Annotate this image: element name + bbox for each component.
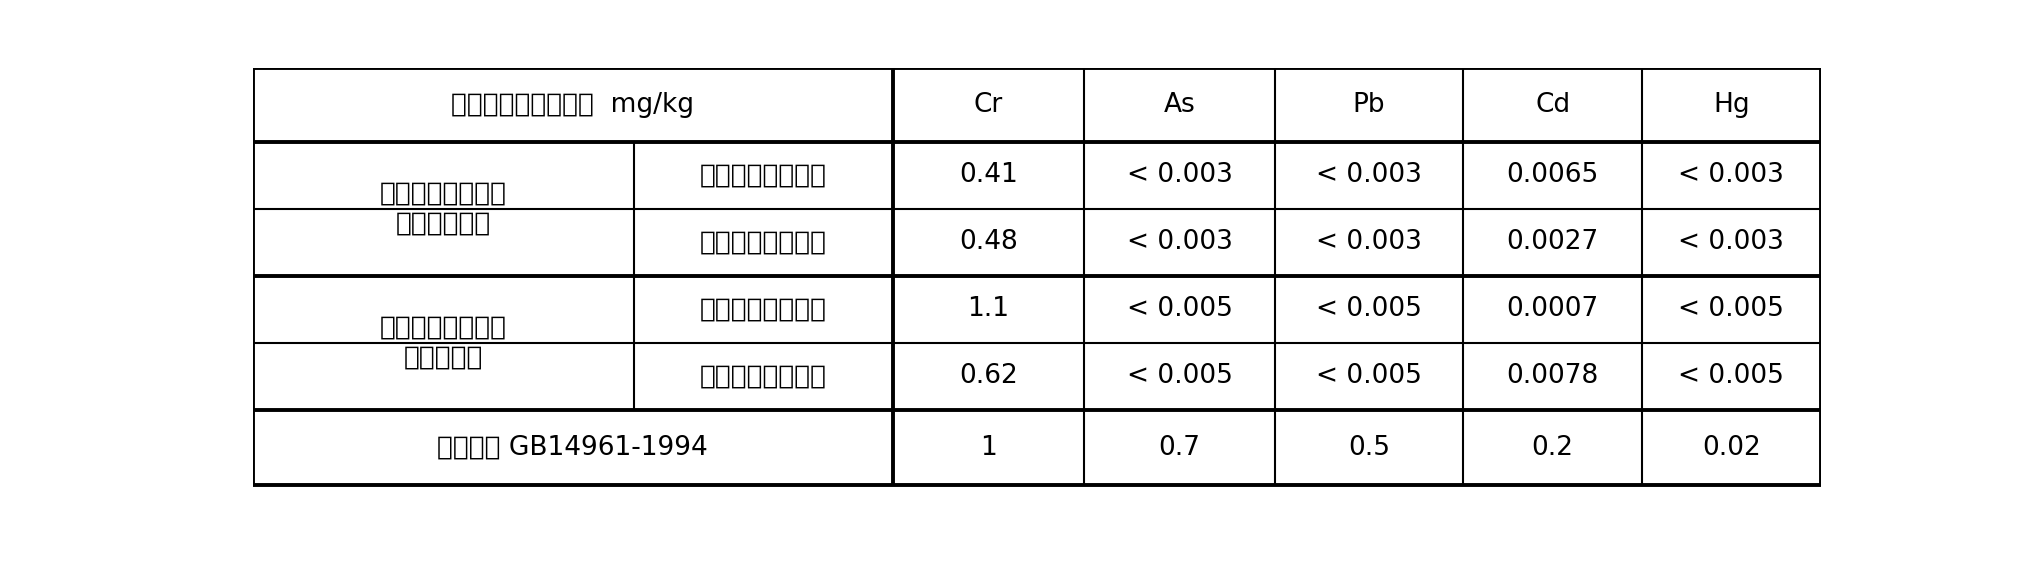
Text: 粒粒中重金属的含量  mg/kg: 粒粒中重金属的含量 mg/kg bbox=[451, 92, 694, 118]
Text: < 0.003: < 0.003 bbox=[1679, 229, 1784, 255]
Text: 0.5: 0.5 bbox=[1347, 434, 1390, 460]
Text: < 0.003: < 0.003 bbox=[1317, 229, 1422, 255]
Text: As: As bbox=[1163, 92, 1196, 118]
Text: Cd: Cd bbox=[1535, 92, 1570, 118]
Text: 1: 1 bbox=[979, 434, 997, 460]
Text: 内蒙试验地２玉米: 内蒙试验地２玉米 bbox=[700, 363, 827, 389]
Text: < 0.005: < 0.005 bbox=[1317, 363, 1422, 389]
Text: 国家标准 GB14961-1994: 国家标准 GB14961-1994 bbox=[437, 434, 708, 460]
Text: < 0.003: < 0.003 bbox=[1317, 162, 1422, 188]
Text: < 0.003: < 0.003 bbox=[1127, 162, 1232, 188]
Text: 施用本发明土壤改
良剂后处理区: 施用本发明土壤改 良剂后处理区 bbox=[380, 181, 508, 237]
Text: 0.0065: 0.0065 bbox=[1507, 162, 1598, 188]
Text: < 0.005: < 0.005 bbox=[1127, 363, 1232, 389]
Text: 内蒙试验地１玉米: 内蒙试验地１玉米 bbox=[700, 296, 827, 322]
Text: < 0.005: < 0.005 bbox=[1127, 296, 1232, 322]
Text: 0.41: 0.41 bbox=[959, 162, 1018, 188]
Text: Hg: Hg bbox=[1713, 92, 1750, 118]
Text: 0.2: 0.2 bbox=[1531, 434, 1574, 460]
Text: 0.7: 0.7 bbox=[1159, 434, 1200, 460]
Text: < 0.003: < 0.003 bbox=[1679, 162, 1784, 188]
Text: < 0.005: < 0.005 bbox=[1679, 296, 1784, 322]
Text: 0.62: 0.62 bbox=[959, 363, 1018, 389]
Text: Pb: Pb bbox=[1353, 92, 1386, 118]
Text: 0.0078: 0.0078 bbox=[1507, 363, 1598, 389]
Text: < 0.003: < 0.003 bbox=[1127, 229, 1232, 255]
Text: < 0.005: < 0.005 bbox=[1679, 363, 1784, 389]
Text: 0.02: 0.02 bbox=[1701, 434, 1760, 460]
Text: 0.0007: 0.0007 bbox=[1507, 296, 1598, 322]
Text: < 0.005: < 0.005 bbox=[1317, 296, 1422, 322]
Text: 内蒙试验地１玉米: 内蒙试验地１玉米 bbox=[700, 162, 827, 188]
Text: 0.48: 0.48 bbox=[959, 229, 1018, 255]
Text: Cr: Cr bbox=[973, 92, 1003, 118]
Text: 内蒙试验地２玉米: 内蒙试验地２玉米 bbox=[700, 229, 827, 255]
Text: 1.1: 1.1 bbox=[967, 296, 1009, 322]
Text: 0.0027: 0.0027 bbox=[1507, 229, 1598, 255]
Text: 未施任何土壤改良
剂的对照区: 未施任何土壤改良 剂的对照区 bbox=[380, 315, 508, 371]
